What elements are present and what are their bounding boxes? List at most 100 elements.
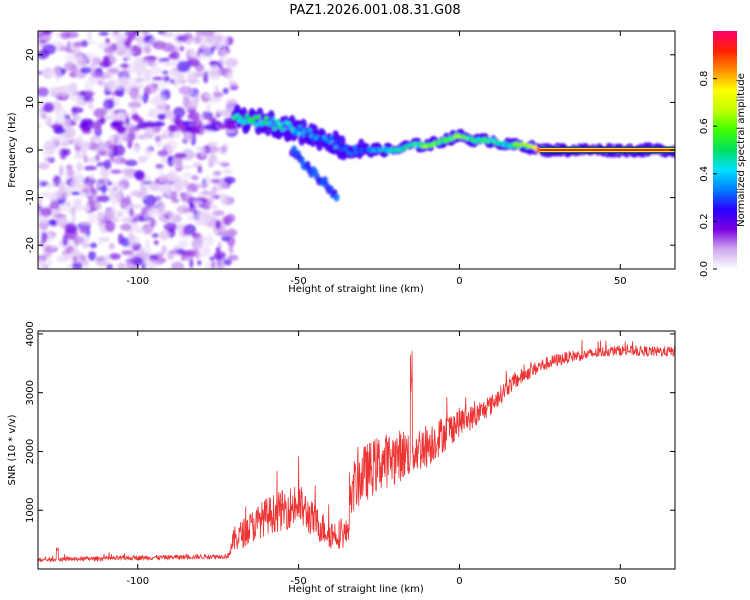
noise-blob <box>94 182 105 188</box>
colorbar-gradient <box>713 31 737 269</box>
noise-blob <box>145 238 150 248</box>
noise-blob <box>154 135 162 143</box>
noise-blob <box>128 101 142 109</box>
noise-blob <box>215 108 221 115</box>
noise-blob <box>188 57 200 67</box>
noise-blob <box>75 150 80 157</box>
noise-blob <box>222 87 229 95</box>
noise-blob <box>197 165 203 174</box>
noise-blob <box>38 31 46 38</box>
noise-blob <box>103 211 116 221</box>
noise-blob <box>44 156 51 162</box>
noise-blob <box>38 70 44 75</box>
ridge-core <box>351 149 356 154</box>
noise-blob <box>71 262 83 269</box>
noise-blob <box>157 149 169 157</box>
noise-blob <box>128 207 135 217</box>
noise-blob <box>66 207 76 215</box>
noise-blob <box>81 126 92 133</box>
noise-blob <box>99 117 106 124</box>
ridge-core <box>275 118 280 123</box>
noise-blob <box>188 127 201 134</box>
x-tick-label: 50 <box>614 576 627 587</box>
noise-blob <box>209 153 217 161</box>
noise-blob <box>186 213 196 221</box>
noise-blob <box>87 39 96 45</box>
noise-blob <box>47 117 52 128</box>
noise-blob <box>103 46 116 54</box>
noise-blob <box>148 66 163 76</box>
noise-blob <box>207 97 222 103</box>
noise-blob <box>158 175 166 183</box>
colorbar-tick-label: 0.2 <box>699 213 710 229</box>
noise-blob <box>64 31 79 39</box>
ridge-core <box>328 140 333 145</box>
noise-blob <box>137 191 148 199</box>
ridge-core <box>270 117 276 122</box>
noise-blob <box>79 225 88 233</box>
y-tick-label: 1000 <box>25 498 36 523</box>
noise-blob <box>41 232 48 244</box>
noise-blob <box>158 57 163 64</box>
noise-blob <box>208 204 219 210</box>
noise-blob <box>38 49 50 60</box>
noise-blob <box>142 59 156 65</box>
ridge-core <box>272 126 277 131</box>
noise-blob <box>113 157 121 165</box>
noise-blob <box>178 73 184 82</box>
ridge-core <box>307 128 313 133</box>
noise-blob <box>176 205 190 214</box>
ridge-core <box>293 131 298 136</box>
noise-blob <box>194 92 200 104</box>
noise-blob <box>88 213 98 224</box>
noise-blob <box>151 121 166 127</box>
noise-blob <box>222 143 230 148</box>
noise-blob <box>124 206 130 215</box>
noise-blob <box>214 85 219 92</box>
snr-frame <box>37 330 676 570</box>
noise-blob <box>217 257 226 269</box>
noise-blob <box>193 200 204 206</box>
noise-blob <box>76 140 91 149</box>
noise-blob <box>116 210 124 218</box>
noise-blob <box>49 200 60 210</box>
noise-blob <box>207 141 220 146</box>
ridge-core <box>278 122 284 127</box>
noise-blob <box>60 68 67 74</box>
noise-blob <box>205 192 215 202</box>
noise-blob <box>63 148 71 156</box>
noise-blob <box>182 96 190 109</box>
spectrogram-ylabel: Frequency (Hz) <box>7 112 18 188</box>
noise-blob <box>179 45 185 52</box>
secondary-branch <box>289 145 340 202</box>
noise-blob <box>209 64 219 70</box>
x-tick-label: -50 <box>290 576 306 587</box>
noise-blob <box>65 139 70 145</box>
noise-blob <box>84 80 94 92</box>
noise-blob <box>190 80 195 85</box>
noise-blob <box>127 126 136 133</box>
noise-blob <box>122 50 134 56</box>
noise-blob <box>146 112 155 118</box>
noise-blob <box>228 80 237 87</box>
noise-blob <box>128 234 136 244</box>
noise-blob <box>84 258 89 269</box>
noise-blob <box>161 210 171 215</box>
ridge-core <box>256 114 261 119</box>
noise-blob <box>208 60 217 66</box>
noise-blob <box>108 134 122 142</box>
noise-blob <box>46 182 55 189</box>
noise-blob <box>45 71 54 78</box>
noise-blob <box>226 98 238 109</box>
noise-blob <box>125 258 137 264</box>
noise-blob <box>50 191 59 201</box>
noise-blob <box>210 126 221 132</box>
noise-blob <box>173 117 181 123</box>
noise-blob <box>62 202 68 212</box>
noise-blob <box>120 223 132 231</box>
noise-blob <box>169 79 175 84</box>
noise-blob <box>44 142 54 149</box>
noise-blob <box>84 90 94 97</box>
noise-blob <box>155 163 164 169</box>
noise-blob <box>88 102 94 110</box>
